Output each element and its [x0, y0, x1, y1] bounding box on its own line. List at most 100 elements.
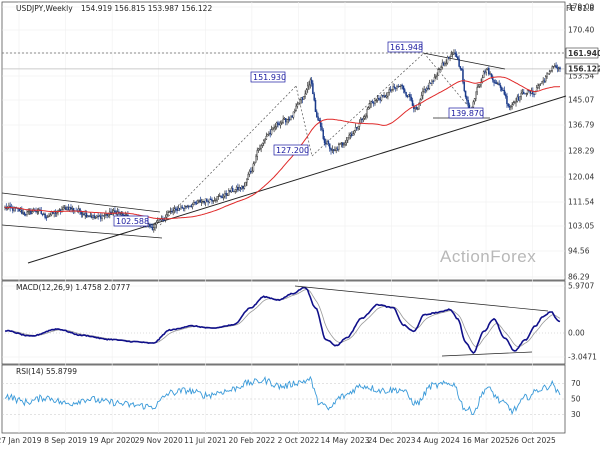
candle-body [504, 94, 507, 97]
candle-body [548, 71, 551, 74]
candle-body [125, 214, 128, 216]
candle-body [520, 93, 522, 98]
candle-body [557, 67, 560, 69]
candle-body [490, 73, 493, 77]
candle-body [466, 96, 468, 101]
candle-body [376, 98, 379, 101]
candle-body [325, 142, 327, 145]
candle-body [171, 211, 173, 213]
candle-body [402, 85, 405, 90]
price-tick-label: 94.56 [568, 247, 590, 256]
candle-body [202, 201, 204, 203]
candle-body [374, 100, 376, 104]
candle-body [256, 150, 259, 157]
candle-body [92, 215, 94, 218]
candle-body [415, 107, 418, 110]
candle-body [512, 102, 515, 105]
candle-body [442, 62, 445, 66]
candle-body [52, 211, 54, 214]
candle-body [367, 107, 370, 110]
candle-body [559, 67, 561, 70]
time-tick-label: 19 Apr 2020 [89, 436, 136, 445]
candle-body [457, 56, 459, 60]
candle-body [384, 95, 387, 98]
candle-body [40, 210, 42, 214]
candle-body [198, 200, 200, 202]
fe-projection [159, 85, 297, 226]
candle-body [114, 210, 116, 212]
moving-average-line [4, 76, 561, 220]
candle-body [418, 103, 420, 110]
candle-body [429, 82, 432, 84]
candle-body [353, 130, 356, 134]
candle-body [217, 195, 220, 197]
candle-body [272, 127, 274, 130]
candle-body [287, 118, 290, 120]
candle-body [247, 174, 249, 180]
candle-body [322, 129, 325, 139]
candle-body [436, 75, 438, 77]
candle-body [203, 201, 205, 203]
candle-body [282, 119, 284, 123]
candle-body [507, 103, 510, 107]
candle-body [240, 185, 243, 189]
candle-body [326, 141, 328, 145]
candle-body [228, 190, 230, 196]
candle-body [446, 57, 449, 64]
candle-body [449, 56, 451, 59]
candle-body [22, 212, 24, 214]
candle-body [305, 89, 308, 95]
level-annotation-label: 102.588 [116, 217, 149, 226]
price-panel-frame [1, 1, 566, 281]
candle-body [554, 65, 556, 67]
candle-body [372, 102, 375, 104]
candle-body [306, 85, 309, 90]
level-annotation-label: 127.200 [276, 146, 309, 155]
macd-tick-label: -3.0471 [568, 353, 597, 362]
candle-body [195, 202, 198, 204]
candle-body [347, 137, 349, 141]
candle-body [262, 140, 265, 144]
candle-body [515, 101, 517, 103]
candle-body [35, 211, 37, 213]
candle-body [453, 52, 455, 55]
candle-body [154, 224, 156, 228]
candle-body [187, 206, 190, 208]
candle-body [323, 138, 326, 144]
candle-body [216, 196, 218, 201]
candle-body [235, 186, 238, 190]
candle-body [24, 214, 27, 216]
candle-body [211, 199, 213, 202]
candle-body [508, 105, 511, 108]
candle-body [190, 205, 193, 207]
macd-trendline-lower [441, 351, 533, 357]
candle-body [98, 215, 101, 217]
candle-body [447, 57, 450, 59]
candle-body [55, 212, 58, 214]
candle-body [310, 79, 313, 84]
candle-body [87, 215, 89, 218]
candle-body [309, 79, 312, 86]
candle-body [102, 215, 105, 217]
candle-body [260, 145, 262, 150]
candle-body [176, 208, 178, 211]
candle-body [275, 122, 278, 127]
candle-body [331, 149, 334, 151]
candle-body [77, 208, 80, 212]
candle-body [405, 91, 407, 96]
candle-body [67, 207, 70, 210]
candle-body [543, 80, 546, 82]
candle-body [489, 73, 491, 75]
candle-body [65, 207, 67, 210]
candle-body [71, 208, 74, 210]
candle-body [199, 200, 202, 203]
candle-body [432, 80, 434, 82]
candle-body [153, 227, 155, 230]
candle-body [277, 122, 279, 125]
candle-body [219, 195, 221, 197]
candle-body [382, 95, 384, 97]
candle-body [62, 207, 64, 210]
candle-body [28, 210, 31, 212]
candle-body [539, 83, 542, 85]
candle-body [266, 134, 269, 137]
